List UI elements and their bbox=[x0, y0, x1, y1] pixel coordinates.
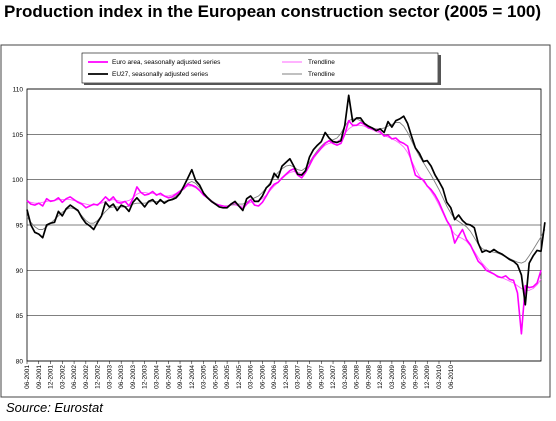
legend-label-euro: Euro area, seasonally adjusted series bbox=[112, 59, 221, 66]
x-tick-label: 09-2002 bbox=[83, 365, 90, 389]
x-tick-label: 03-2005 bbox=[201, 365, 208, 389]
x-tick-label: 06-2005 bbox=[212, 365, 219, 389]
y-tick-label: 85 bbox=[16, 313, 24, 320]
legend-box bbox=[81, 52, 439, 84]
x-tick-label: 03-2002 bbox=[59, 365, 66, 389]
x-tick-label: 12-2008 bbox=[377, 365, 384, 389]
source-note: Source: Eurostat bbox=[6, 400, 103, 415]
x-tick-label: 06-2008 bbox=[354, 365, 361, 389]
x-tick-label: 06-2004 bbox=[165, 365, 172, 389]
x-tick-label: 06-2009 bbox=[401, 365, 408, 389]
legend-shadow bbox=[438, 55, 441, 85]
x-tick-label: 09-2004 bbox=[177, 365, 184, 389]
x-tick-label: 03-2009 bbox=[389, 365, 396, 389]
plot-area bbox=[26, 88, 542, 362]
x-axis: 06-2001 09-2001 12-2001 03-2002 06-2002 09-20… bbox=[24, 361, 455, 389]
legend-shadow-bottom bbox=[84, 83, 441, 85]
x-tick-label: 06-2006 bbox=[259, 365, 266, 389]
x-tick-label: 09-2009 bbox=[412, 365, 419, 389]
y-axis: 80 85 90 95 100 105 110 bbox=[12, 87, 23, 366]
series-lines bbox=[26, 94, 546, 335]
x-tick-label: 12-2007 bbox=[330, 365, 337, 389]
x-tick-label: 09-2001 bbox=[36, 365, 43, 389]
legend-label-eu27: EU27, seasonally adjusted series bbox=[112, 71, 209, 78]
series-line-3 bbox=[26, 118, 546, 264]
x-tick-label: 03-2008 bbox=[342, 365, 349, 389]
x-tick-label: 12-2002 bbox=[95, 365, 102, 389]
x-tick-label: 06-2002 bbox=[71, 365, 78, 389]
series-line-2 bbox=[26, 94, 546, 306]
x-tick-label: 03-2010 bbox=[436, 365, 443, 389]
series-line-0 bbox=[26, 119, 542, 335]
x-tick-label: 12-2006 bbox=[283, 365, 290, 389]
y-tick-label: 110 bbox=[13, 87, 24, 94]
legend: Euro area, seasonally adjusted series Tr… bbox=[81, 52, 441, 85]
x-tick-label: 03-2007 bbox=[295, 365, 302, 389]
x-tick-label: 03-2006 bbox=[248, 365, 255, 389]
y-tick-label: 95 bbox=[16, 223, 24, 230]
x-tick-label: 06-2007 bbox=[307, 365, 314, 389]
x-tick-label: 06-2010 bbox=[448, 365, 455, 389]
y-tick-label: 100 bbox=[12, 177, 23, 184]
legend-label-trend-eu27: Trendline bbox=[308, 71, 335, 78]
y-tick-label: 90 bbox=[16, 268, 24, 275]
x-tick-label: 09-2005 bbox=[224, 365, 231, 389]
x-tick-label: 06-2001 bbox=[24, 365, 31, 389]
x-tick-label: 09-2003 bbox=[130, 365, 137, 389]
x-tick-label: 09-2007 bbox=[318, 365, 325, 389]
y-tick-label: 105 bbox=[12, 132, 23, 139]
x-tick-label: 12-2005 bbox=[236, 365, 243, 389]
x-tick-label: 06-2003 bbox=[118, 365, 125, 389]
x-tick-label: 03-2004 bbox=[153, 365, 160, 389]
x-tick-label: 09-2008 bbox=[365, 365, 372, 389]
x-tick-label: 12-2004 bbox=[189, 365, 196, 389]
legend-label-trend-euro: Trendline bbox=[308, 59, 335, 66]
x-tick-label: 12-2003 bbox=[142, 365, 149, 389]
chart-title: Production index in the European constru… bbox=[4, 2, 542, 21]
x-tick-label: 12-2001 bbox=[48, 365, 55, 389]
x-tick-label: 03-2003 bbox=[106, 365, 113, 389]
x-tick-label: 12-2009 bbox=[424, 365, 431, 389]
x-tick-label: 09-2006 bbox=[271, 365, 278, 389]
y-tick-label: 80 bbox=[16, 359, 24, 366]
